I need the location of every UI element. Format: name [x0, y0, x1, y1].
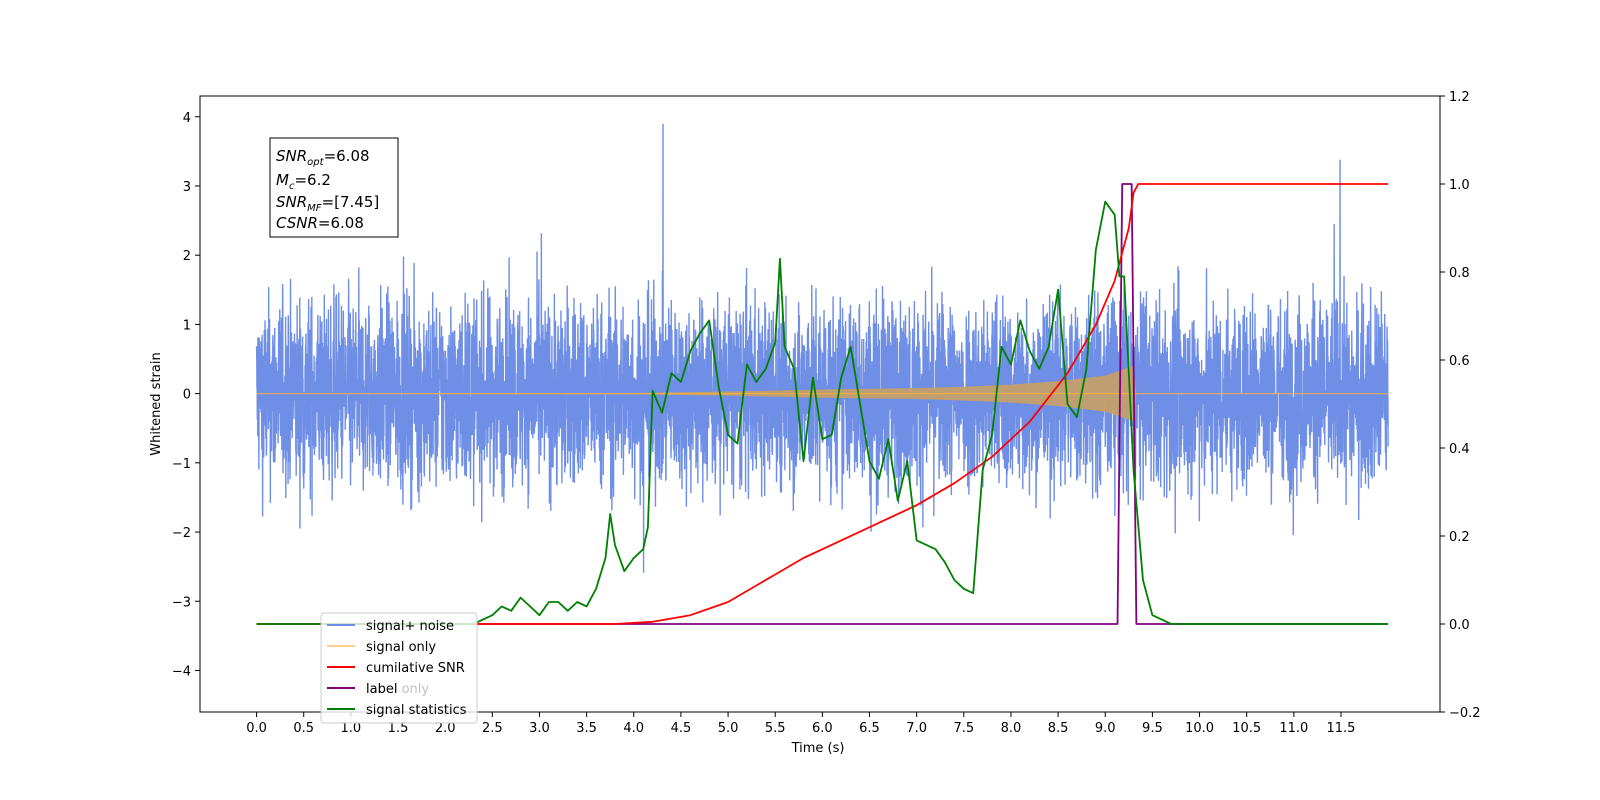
- x-axis-label: Time (s): [791, 741, 845, 756]
- x-tick-label-21: 10.5: [1232, 721, 1261, 736]
- x-tick-label-20: 10.0: [1185, 721, 1214, 736]
- y-left-tick-label-5: −1: [172, 457, 191, 472]
- x-tick-label-12: 6.0: [812, 721, 833, 736]
- y-axis-label: Whitened strain: [149, 352, 164, 455]
- y-right-tick-label-4: 0.4: [1449, 442, 1470, 457]
- y-axis-left: 4 3 2 1 0 −1 −2 −3 −4: [172, 111, 200, 679]
- x-tick-label-5: 2.5: [482, 721, 503, 736]
- x-tick-label-23: 11.5: [1327, 721, 1356, 736]
- legend-item-label: label only label: [327, 682, 429, 697]
- series-signal-plus-noise: [255, 123, 1389, 573]
- legend-item-noise: signal+ noise: [327, 619, 454, 634]
- svg-text:signal only: signal only: [366, 640, 436, 655]
- x-tick-label-10: 5.0: [718, 721, 739, 736]
- svg-text:signal+ noise: signal+ noise: [366, 619, 454, 634]
- series-signal-statistics: [256, 200, 1389, 625]
- x-tick-label-6: 3.0: [529, 721, 550, 736]
- y-left-tick-label-0: 4: [183, 111, 191, 126]
- x-tick-label-15: 7.5: [953, 721, 974, 736]
- annotation-box: SNRopt=6.08 Mc=6.2 SNRMF=[7.45] CSNR=6.0…: [269, 137, 399, 238]
- legend: signal+ noise signal only cumilative SNR…: [320, 612, 478, 724]
- x-tick-label-18: 9.0: [1095, 721, 1116, 736]
- y-left-tick-label-8: −4: [172, 664, 191, 679]
- y-left-tick-label-4: 0: [183, 388, 191, 403]
- annotation-csnr: CSNR=6.08: [276, 214, 364, 232]
- x-tick-label-8: 4.0: [623, 721, 644, 736]
- annotation-mc: Mc=6.2: [276, 171, 331, 192]
- x-tick-label-4: 2.0: [435, 721, 456, 736]
- x-tick-label-13: 6.5: [859, 721, 880, 736]
- legend-item-signal-only: signal only: [327, 640, 436, 655]
- legend-item-cumulative-snr: cumilative SNR: [327, 661, 465, 676]
- y-left-tick-label-3: 1: [183, 318, 191, 333]
- legend-item-signal-statistics: signal statistics: [327, 703, 467, 718]
- svg-text:signal statistics: signal statistics: [366, 703, 467, 718]
- x-tick-label-16: 8.0: [1001, 721, 1022, 736]
- x-tick-label-11: 5.5: [765, 721, 786, 736]
- x-tick-label-0: 0.0: [246, 721, 267, 736]
- y-right-tick-label-3: 0.6: [1449, 354, 1470, 369]
- right-axis-series: [256, 183, 1389, 625]
- x-tick-label-7: 3.5: [576, 721, 597, 736]
- y-left-tick-label-6: −2: [172, 526, 191, 541]
- y-left-tick-label-7: −3: [172, 595, 191, 610]
- y-left-tick-label-2: 2: [183, 249, 191, 264]
- x-axis: 0.0 0.5 1.0 1.5 2.0 2.5 3.0 3.5 4.0 4.5 5.0 5.5 6.0 6…: [246, 712, 1355, 736]
- y-right-tick-label-0: 1.2: [1449, 90, 1470, 105]
- x-tick-label-2: 1.0: [341, 721, 362, 736]
- x-tick-label-3: 1.5: [388, 721, 409, 736]
- y-right-tick-label-6: 0.0: [1449, 618, 1470, 633]
- y-right-tick-label-5: 0.2: [1449, 530, 1470, 545]
- y-right-tick-label-7: −0.2: [1449, 706, 1481, 721]
- noise-series: [255, 123, 1389, 573]
- svg-text:label: label: [366, 682, 397, 697]
- x-tick-label-19: 9.5: [1142, 721, 1163, 736]
- svg-text:cumilative SNR: cumilative SNR: [366, 661, 465, 676]
- x-tick-label-17: 8.5: [1048, 721, 1069, 736]
- annotation-snr-opt: SNRopt=6.08: [276, 147, 370, 168]
- svg-text:label only: label only: [366, 682, 429, 697]
- y-left-tick-label-1: 3: [183, 180, 191, 195]
- series-cumulative-snr: [256, 183, 1389, 625]
- y-right-tick-label-2: 0.8: [1449, 266, 1470, 281]
- y-axis-right: 1.2 1.0 0.8 0.6 0.4 0.2 0.0 −0.2: [1440, 90, 1481, 721]
- x-tick-label-22: 11.0: [1279, 721, 1308, 736]
- x-tick-label-1: 0.5: [293, 721, 314, 736]
- plot-frame: [199, 95, 1441, 713]
- annotation-snr-mf: SNRMF=[7.45]: [276, 193, 379, 214]
- x-tick-label-9: 4.5: [671, 721, 692, 736]
- y-right-tick-label-1: 1.0: [1449, 178, 1470, 193]
- x-tick-label-14: 7.0: [906, 721, 927, 736]
- signal-only-series: [256, 365, 1389, 422]
